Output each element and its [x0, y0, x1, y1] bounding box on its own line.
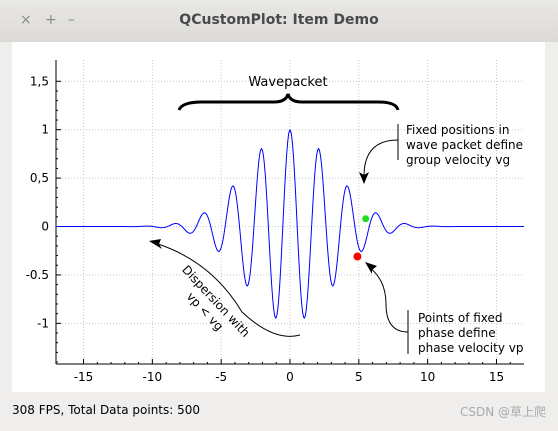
watermark: CSDN @草上爬	[459, 405, 546, 419]
y-tick-label: -0.5	[26, 268, 49, 282]
plot-area[interactable]: -15 -10 -5 0 5 10 15 1,5 1 0,5 0 -0.5 -1 Wavepacket Fi…	[12, 42, 545, 392]
dispersion-arrow-head	[149, 239, 162, 249]
phase-arrow-head	[365, 262, 377, 274]
phase-arrow	[368, 266, 409, 333]
x-tick-label: 5	[355, 370, 363, 384]
title-bar: × + – QCustomPlot: Item Demo	[0, 0, 558, 42]
wave-curve	[56, 129, 524, 319]
group-velocity-label-line: Fixed positions in	[406, 123, 509, 137]
group-velocity-label-line: group velocity vg	[406, 153, 510, 167]
y-tick-label: 1	[41, 123, 49, 137]
x-tick-label: 10	[420, 370, 435, 384]
x-tick-label: -10	[143, 370, 163, 384]
close-icon[interactable]: ×	[20, 12, 32, 28]
phase-velocity-label-line: Points of fixed	[418, 311, 503, 325]
wave-plot[interactable]: -15 -10 -5 0 5 10 15 1,5 1 0,5 0 -0.5 -1 Wavepacket Fi…	[12, 42, 545, 392]
minimize-icon[interactable]: –	[68, 12, 75, 28]
y-tick-label: -1	[37, 316, 49, 330]
status-bar: 308 FPS, Total Data points: 500	[12, 403, 201, 417]
window-title: QCustomPlot: Item Demo	[179, 12, 379, 28]
group-arrow	[363, 139, 399, 177]
x-tick-label: 0	[286, 370, 294, 384]
wavepacket-label: Wavepacket	[248, 75, 327, 90]
group-velocity-point	[362, 215, 370, 223]
x-tick-label: -15	[74, 370, 94, 384]
dispersion-arrow	[157, 243, 301, 337]
phase-velocity-point	[353, 252, 362, 261]
wavepacket-bracket	[177, 93, 400, 111]
phase-velocity-label-line: phase velocity vp	[418, 341, 523, 355]
y-tick-label: 0,5	[30, 171, 49, 185]
x-tick-label: 15	[489, 370, 504, 384]
y-tick-label: 0	[41, 220, 49, 234]
x-tick-label: -5	[215, 370, 227, 384]
maximize-icon[interactable]: +	[45, 12, 57, 28]
y-tick-label: 1,5	[30, 74, 49, 88]
group-velocity-label-line: wave packet define	[406, 138, 523, 152]
phase-velocity-label-line: phase define	[418, 326, 496, 340]
group-arrow-head	[359, 172, 369, 184]
